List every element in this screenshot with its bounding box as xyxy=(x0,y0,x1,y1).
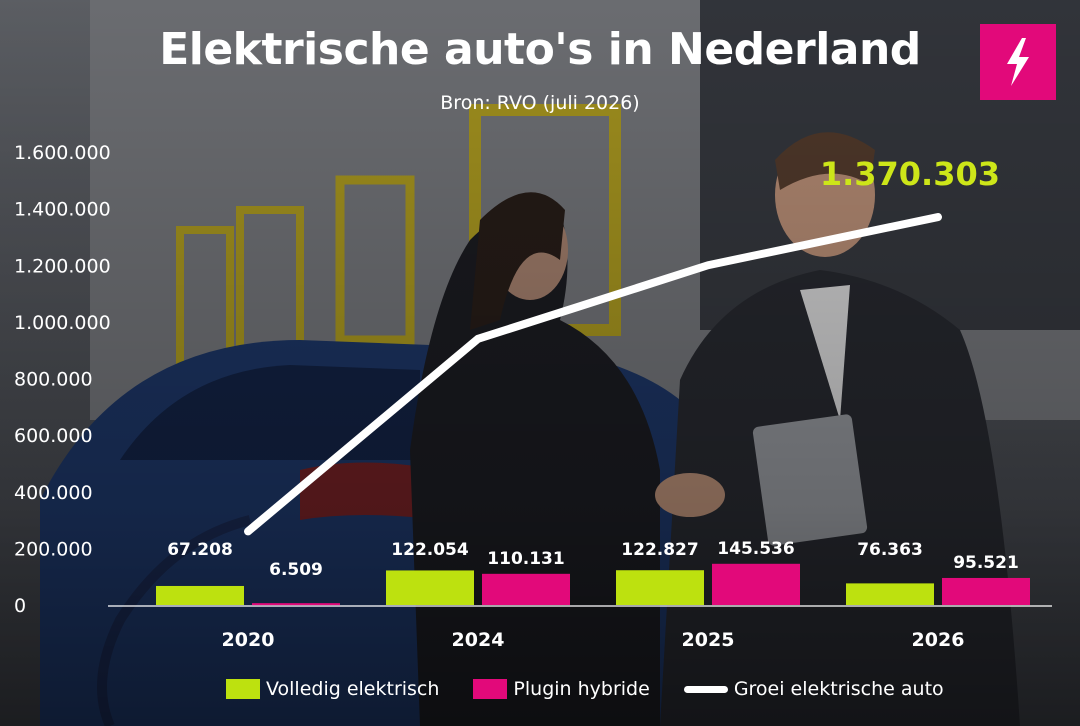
legend-label-bev: Volledig elektrisch xyxy=(266,678,440,700)
x-tick-label: 2026 xyxy=(912,629,965,651)
y-tick-label: 200.000 xyxy=(14,538,93,560)
data-label-plugin-hybride: 95.521 xyxy=(953,553,1019,573)
legend-label-growth: Groei elektrische auto xyxy=(733,678,944,700)
legend-label-phev: Plugin hybride xyxy=(513,678,650,700)
y-tick-label: 1.600.000 xyxy=(14,142,111,164)
data-label-volledig-elektrisch: 122.827 xyxy=(621,540,698,560)
bar-volledig-elektrisch xyxy=(156,585,244,605)
data-label-volledig-elektrisch: 122.054 xyxy=(391,540,469,560)
x-tick-label: 2020 xyxy=(222,629,275,651)
bar-volledig-elektrisch xyxy=(616,570,704,605)
annotation-total: 1.370.303 xyxy=(820,155,1000,193)
legend-swatch-growth xyxy=(683,685,728,693)
y-tick-label: 1.400.000 xyxy=(14,199,111,221)
chart-legend: Volledig elektrisch Plugin hybride Groei… xyxy=(226,676,978,702)
chart-title: Elektrische auto's in Nederland xyxy=(159,24,921,75)
y-tick-label: 1.200.000 xyxy=(14,255,111,277)
bar-plugin-hybride xyxy=(942,577,1030,605)
brand-logo xyxy=(980,24,1056,100)
x-tick-label: 2024 xyxy=(452,629,505,651)
bar-plugin-hybride xyxy=(712,563,800,605)
legend-swatch-phev xyxy=(473,679,508,699)
data-label-plugin-hybride: 110.131 xyxy=(487,549,564,569)
x-tick-label: 2025 xyxy=(682,629,735,651)
legend-item-phev: Plugin hybride xyxy=(473,678,650,700)
data-label-volledig-elektrisch: 76.363 xyxy=(857,540,923,560)
data-label-plugin-hybride: 145.536 xyxy=(717,539,794,559)
chart-source: Bron: RVO (juli 2026) xyxy=(440,92,640,114)
y-tick-label: 400.000 xyxy=(14,482,93,504)
y-tick-label: 0 xyxy=(14,595,26,617)
y-tick-label: 1.000.000 xyxy=(14,312,111,334)
bar-plugin-hybride xyxy=(252,603,340,606)
legend-swatch-bev xyxy=(226,679,260,699)
y-tick-label: 800.000 xyxy=(14,369,93,391)
bar-volledig-elektrisch xyxy=(846,583,934,605)
bar-volledig-elektrisch xyxy=(386,570,474,605)
y-tick-label: 600.000 xyxy=(14,425,93,447)
data-label-plugin-hybride: 6.509 xyxy=(269,560,323,580)
data-label-volledig-elektrisch: 67.208 xyxy=(167,540,233,560)
line-groei-elektrische-auto xyxy=(244,213,942,536)
bar-plugin-hybride xyxy=(482,573,570,605)
legend-item-growth: Groei elektrische auto xyxy=(683,678,944,700)
lightning-bolt-icon xyxy=(980,24,1056,100)
legend-item-bev: Volledig elektrisch xyxy=(226,678,439,700)
